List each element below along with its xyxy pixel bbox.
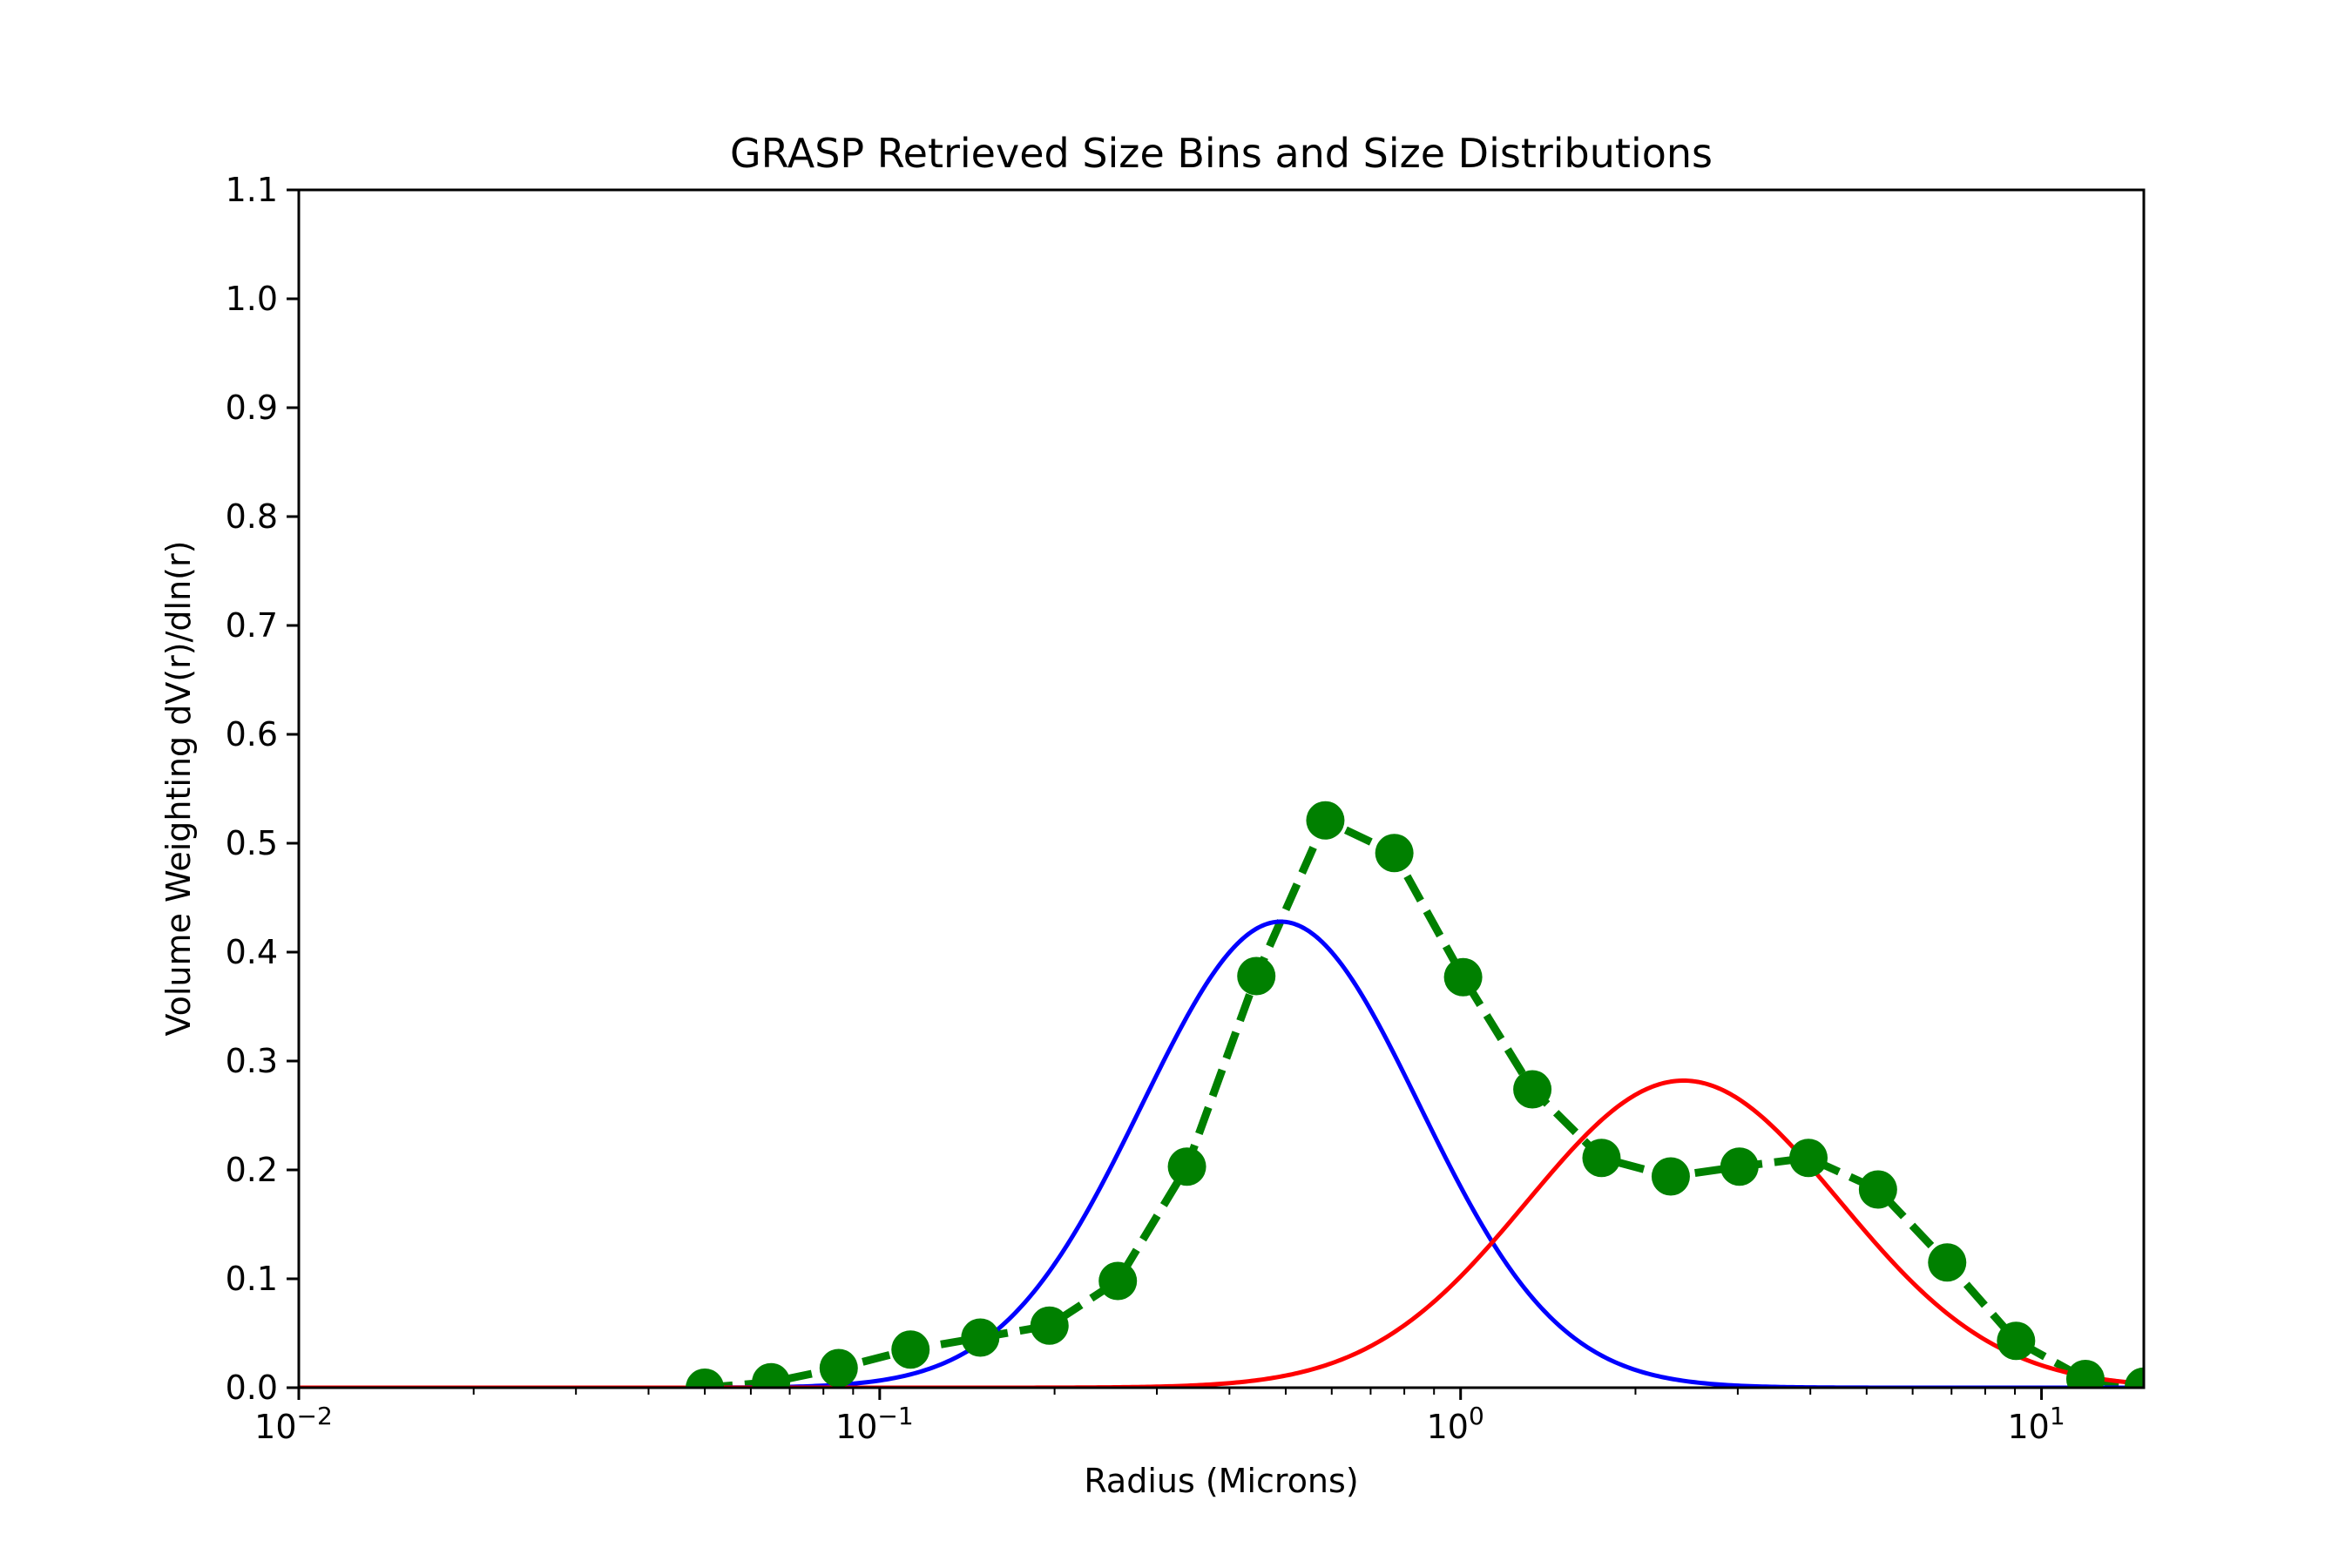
x-tick-label: 101: [2007, 1402, 2065, 1446]
y-tick-label: 0.8: [226, 497, 278, 536]
data-point: [1237, 956, 1276, 996]
data-point: [1167, 1147, 1206, 1186]
data-point: [1582, 1139, 1621, 1178]
series-line-3: [299, 1078, 2144, 1388]
y-tick-label: 0.3: [226, 1042, 278, 1080]
x-axis: 10−2 10−1 100 101: [254, 1388, 2065, 1446]
series-line-1: [704, 816, 2144, 1388]
data-point: [1030, 1306, 1069, 1345]
x-tick-label: 100: [1427, 1402, 1484, 1446]
x-tick-label: 10−1: [835, 1402, 914, 1446]
data-point: [1098, 1261, 1138, 1301]
data-point: [1858, 1170, 1897, 1209]
y-axis: 0.0 0.1 0.2 0.3 0.4 0.5 0.6 0.7 0.8 0.9 1.0 1.1: [226, 171, 299, 1407]
y-tick-label: 0.2: [226, 1151, 278, 1189]
y-tick-label: 0.7: [226, 606, 278, 645]
data-point: [961, 1318, 1000, 1357]
data-point: [2125, 1367, 2144, 1388]
y-tick-label: 1.1: [226, 171, 278, 209]
data-point: [1997, 1321, 2036, 1361]
y-tick-label: 0.9: [226, 389, 278, 427]
data-point: [1789, 1139, 1828, 1178]
data-point: [1651, 1157, 1690, 1196]
y-tick-label: 1.0: [226, 280, 278, 318]
data-point: [686, 1369, 725, 1388]
data-point: [891, 1330, 930, 1369]
y-tick-label: 0.0: [226, 1369, 278, 1407]
y-tick-label: 0.5: [226, 824, 278, 862]
y-tick-label: 0.1: [226, 1260, 278, 1298]
data-point: [1443, 957, 1483, 997]
x-axis-label: Radius (Microns): [1084, 1462, 1358, 1500]
plot-markers: [686, 801, 2144, 1388]
data-point: [752, 1362, 791, 1388]
x-tick-label: 10−2: [254, 1402, 333, 1446]
plot-frame: [297, 188, 2146, 1389]
data-point: [1375, 834, 1414, 873]
y-tick-label: 0.6: [226, 715, 278, 754]
data-point: [819, 1348, 858, 1388]
data-point: [1306, 801, 1345, 840]
chart-title: GRASP Retrieved Size Bins and Size Distr…: [730, 130, 1713, 177]
data-point: [1928, 1243, 1967, 1282]
data-point: [1513, 1070, 1552, 1109]
y-axis-label: Volume Weighting dV(r)/dln(r): [159, 541, 198, 1037]
data-point: [1720, 1147, 1759, 1186]
data-point: [2065, 1360, 2105, 1388]
y-tick-label: 0.4: [226, 933, 278, 971]
